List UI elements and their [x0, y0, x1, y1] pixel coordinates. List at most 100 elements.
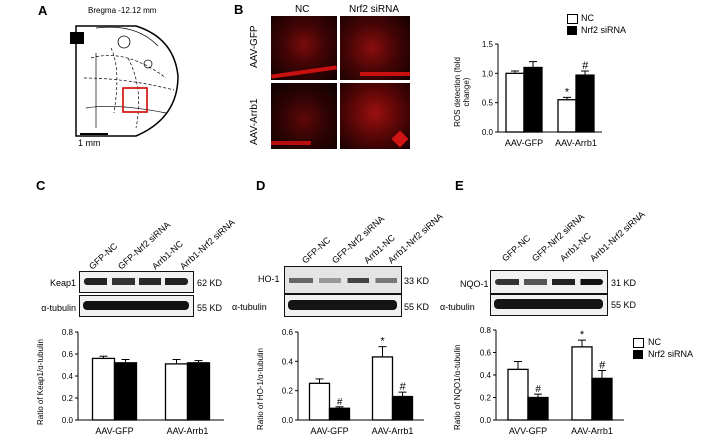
lane-d-2: GFP-Nrf2 siRNA: [330, 213, 387, 266]
band-e-nqo1-name: NQO-1: [460, 279, 489, 289]
legend-b-nrf2-swatch: [567, 26, 577, 35]
bar: [571, 346, 593, 421]
x-category-label: AAV-Arrb1: [372, 426, 414, 436]
bar: [328, 407, 351, 421]
blot-e-nqo1: [490, 270, 608, 294]
y-tick-label: 0.0: [282, 416, 294, 425]
bar: [557, 99, 577, 133]
x-category-label: AVV-GFP: [509, 426, 547, 436]
y-tick-label: 0.2: [480, 394, 492, 403]
micrograph-gfp-nrf2: [340, 16, 410, 80]
blot-c-keap1: [79, 271, 194, 293]
blot-d-ho1: [284, 266, 402, 294]
y-tick-label: 0.4: [62, 372, 74, 381]
micro-col-nc: NC: [295, 4, 310, 15]
bar: [391, 395, 414, 421]
band-c-tubulin-kd: 55 KD: [197, 303, 223, 313]
y-tick-label: 0.5: [482, 99, 494, 108]
bar: [591, 377, 613, 421]
bar: [527, 396, 549, 421]
significance-hash: #: [399, 381, 406, 393]
band-c-keap1-kd: 62 KD: [197, 278, 223, 288]
y-tick-label: 0.4: [480, 371, 492, 380]
y-tick-label: 0.4: [282, 357, 294, 366]
band-e-nqo1-kd: 31 KD: [611, 278, 637, 288]
y-tick-label: 0.6: [282, 328, 294, 337]
bar: [371, 356, 394, 421]
scale-bar-label: 1 mm: [78, 138, 101, 148]
significance-star: *: [565, 86, 570, 98]
significance-hash: #: [337, 397, 343, 408]
brain-atlas-diagram: [70, 25, 179, 137]
significance-hash: #: [535, 384, 541, 395]
panel-letter-a: A: [38, 3, 48, 18]
legend-b-nc-swatch: [567, 14, 578, 24]
legend-b-nc-label: NC: [581, 13, 594, 23]
x-category-label: AAV-Arrb1: [167, 426, 209, 436]
y-tick-label: 0.0: [482, 128, 494, 137]
chart-b: 0.0 0.5 1.0 1.5 AAV-GFP * # AAV-Arrb1: [482, 40, 602, 148]
y-tick-label: 0.6: [62, 350, 74, 359]
panel-letter-d: D: [256, 178, 266, 193]
x-category-label: AAV-GFP: [310, 426, 348, 436]
y-tick-label: 0.0: [62, 416, 74, 425]
scale-bar: [80, 133, 108, 135]
y-tick-label: 0.2: [282, 387, 294, 396]
x-category-label: AAV-Arrb1: [555, 138, 597, 148]
bregma-label: Bregma -12.12 mm: [88, 6, 157, 15]
bar: [308, 382, 331, 421]
y-tick-label: 0.8: [62, 328, 74, 337]
micro-row-arrb1: AAV-Arrb1: [249, 98, 260, 146]
legend-e-nc-label: NC: [648, 337, 661, 347]
significance-hash: #: [582, 60, 589, 72]
micro-col-nrf2: Nrf2 siRNA: [349, 4, 400, 15]
y-tick-label: 0.8: [480, 326, 492, 335]
band-e-tubulin-kd: 55 KD: [611, 300, 637, 310]
band-d-tubulin-name: α-tubulin: [232, 302, 267, 312]
chart-d-ylabel: Ratio of HO-1/α-tubulin: [256, 348, 265, 430]
band-c-tubulin-name: α-tubulin: [41, 303, 76, 313]
significance-star: *: [580, 329, 585, 341]
lane-e-4: Arrb1-Nrf2 siRNA: [588, 209, 647, 264]
blot-c-tubulin: [79, 295, 194, 317]
bar: [91, 357, 116, 421]
bar: [505, 72, 525, 133]
bar: [186, 362, 211, 421]
band-c-keap1-name: Keap1: [49, 278, 76, 288]
legend-e-nc-swatch: [633, 338, 644, 348]
micro-row-gfp: AAV-GFP: [249, 25, 260, 68]
chart-e: 0.0 0.2 0.4 0.6 0.8 # AVV-GFP * # AAV-Arrb1: [480, 326, 624, 436]
panel-letter-c: C: [36, 178, 46, 193]
bar: [507, 368, 529, 421]
chart-c: 0.0 0.2 0.4 0.6 0.8 AAV-GFP AAV-Arrb1: [62, 328, 224, 436]
lane-e-1: GFP-NC: [500, 232, 533, 264]
panel-letter-e: E: [455, 178, 464, 193]
band-d-ho1-name: HO-1: [258, 274, 280, 284]
chart-d: 0.0 0.2 0.4 0.6 # AAV-GFP * # AAV-Arrb1: [282, 328, 424, 436]
significance-star: *: [380, 336, 385, 348]
legend-e-nrf2-swatch: [633, 350, 643, 359]
x-category-label: AAV-Arrb1: [571, 426, 613, 436]
bar: [164, 363, 189, 421]
lane-c-4: Arrb1-Nrf2 siRNA: [178, 217, 237, 272]
band-e-tubulin-name: α-tubulin: [440, 302, 475, 312]
micrograph-arrb1-nrf2: [340, 83, 410, 149]
band-d-ho1-kd: 33 KD: [404, 276, 430, 286]
micrograph-gfp-nc: [271, 16, 337, 80]
micrograph-arrb1-nc: [271, 83, 337, 149]
bar: [523, 66, 543, 133]
y-tick-label: 1.5: [482, 40, 494, 49]
chart-e-ylabel: Ratio of NQO1/α-tubulin: [453, 344, 462, 430]
blot-d-tubulin: [284, 294, 402, 317]
legend-e-nrf2-label: Nrf2 siRNA: [648, 349, 694, 359]
lane-d-1: GFP-NC: [300, 234, 333, 266]
legend-b-nrf2-label: Nrf2 siRNA: [581, 25, 627, 35]
lane-c-1: GFP-NC: [87, 240, 120, 272]
bar: [113, 362, 138, 421]
x-category-label: AAV-GFP: [95, 426, 133, 436]
x-category-label: AAV-GFP: [505, 138, 543, 148]
y-tick-label: 1.0: [482, 69, 494, 78]
blot-e-tubulin: [490, 294, 608, 316]
y-tick-label: 0.6: [480, 349, 492, 358]
band-d-tubulin-kd: 55 KD: [404, 302, 430, 312]
